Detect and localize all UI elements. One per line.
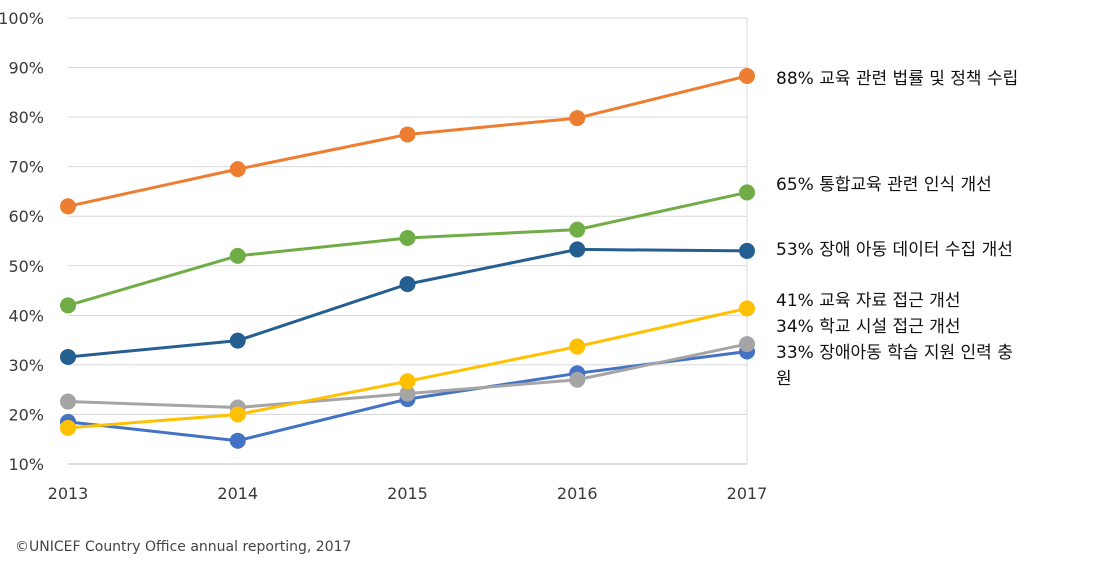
data-point: [229, 247, 246, 264]
data-point: [229, 161, 246, 178]
data-point: [569, 338, 586, 355]
data-point: [60, 297, 76, 314]
data-point: [60, 419, 76, 436]
series-label-yellow: 41% 교육 자료 접근 개선: [776, 291, 961, 311]
data-point: [739, 336, 755, 353]
data-point: [569, 221, 586, 238]
data-point: [399, 385, 416, 402]
y-tick-label: 30%: [8, 356, 44, 375]
y-tick-label: 100%: [0, 9, 44, 28]
data-point: [739, 242, 755, 259]
data-point: [569, 241, 586, 258]
data-point: [569, 371, 586, 388]
y-tick-label: 20%: [8, 405, 44, 424]
chart-series-points: [60, 67, 755, 449]
data-point: [229, 406, 246, 423]
data-point: [739, 67, 755, 84]
data-point: [399, 126, 416, 143]
x-tick-label: 2017: [727, 484, 768, 503]
y-tick-label: 10%: [8, 455, 44, 474]
data-point: [739, 300, 755, 317]
x-tick-label: 2016: [557, 484, 598, 503]
y-tick-label: 50%: [8, 257, 44, 276]
data-point: [229, 332, 246, 349]
x-tick-label: 2013: [48, 484, 89, 503]
data-point: [60, 393, 76, 410]
series-label-orange: 88% 교육 관련 법률 및 정책 수립: [776, 69, 1018, 89]
series-label-darkblue: 53% 장애 아동 데이터 수집 개선: [776, 240, 1013, 260]
series-line: [67, 306, 748, 430]
x-tick-label: 2015: [387, 484, 428, 503]
series-label-blue-cont: 원: [776, 369, 792, 389]
y-tick-label: 80%: [8, 108, 44, 127]
x-tick-label: 2014: [217, 484, 258, 503]
data-point: [399, 373, 416, 390]
chart-tick-labels: 10% 20% 30% 40% 50% 60% 70% 80% 90% 100% 2013 2014 2…: [0, 9, 767, 503]
data-point: [60, 348, 76, 365]
series-labels: 88% 교육 관련 법률 및 정책 수립 65% 통합교육 관련 인식 개선 5…: [776, 69, 1018, 389]
data-point: [569, 110, 586, 127]
data-point: [399, 276, 416, 293]
y-tick-label: 70%: [8, 158, 44, 177]
y-tick-label: 40%: [8, 306, 44, 325]
data-point: [399, 230, 416, 247]
chart-gridlines: [68, 17, 748, 464]
data-point: [739, 184, 755, 201]
series-label-gray: 34% 학교 시설 접근 개선: [776, 317, 961, 337]
data-point: [60, 198, 76, 215]
y-tick-label: 60%: [8, 207, 44, 226]
data-point: [229, 432, 246, 449]
y-tick-label: 90%: [8, 59, 44, 78]
source-credit: ©UNICEF Country Office annual reporting,…: [15, 539, 352, 555]
series-label-blue: 33% 장애아동 학습 지원 인력 충: [776, 343, 1013, 363]
series-label-green: 65% 통합교육 관련 인식 개선: [776, 175, 992, 195]
